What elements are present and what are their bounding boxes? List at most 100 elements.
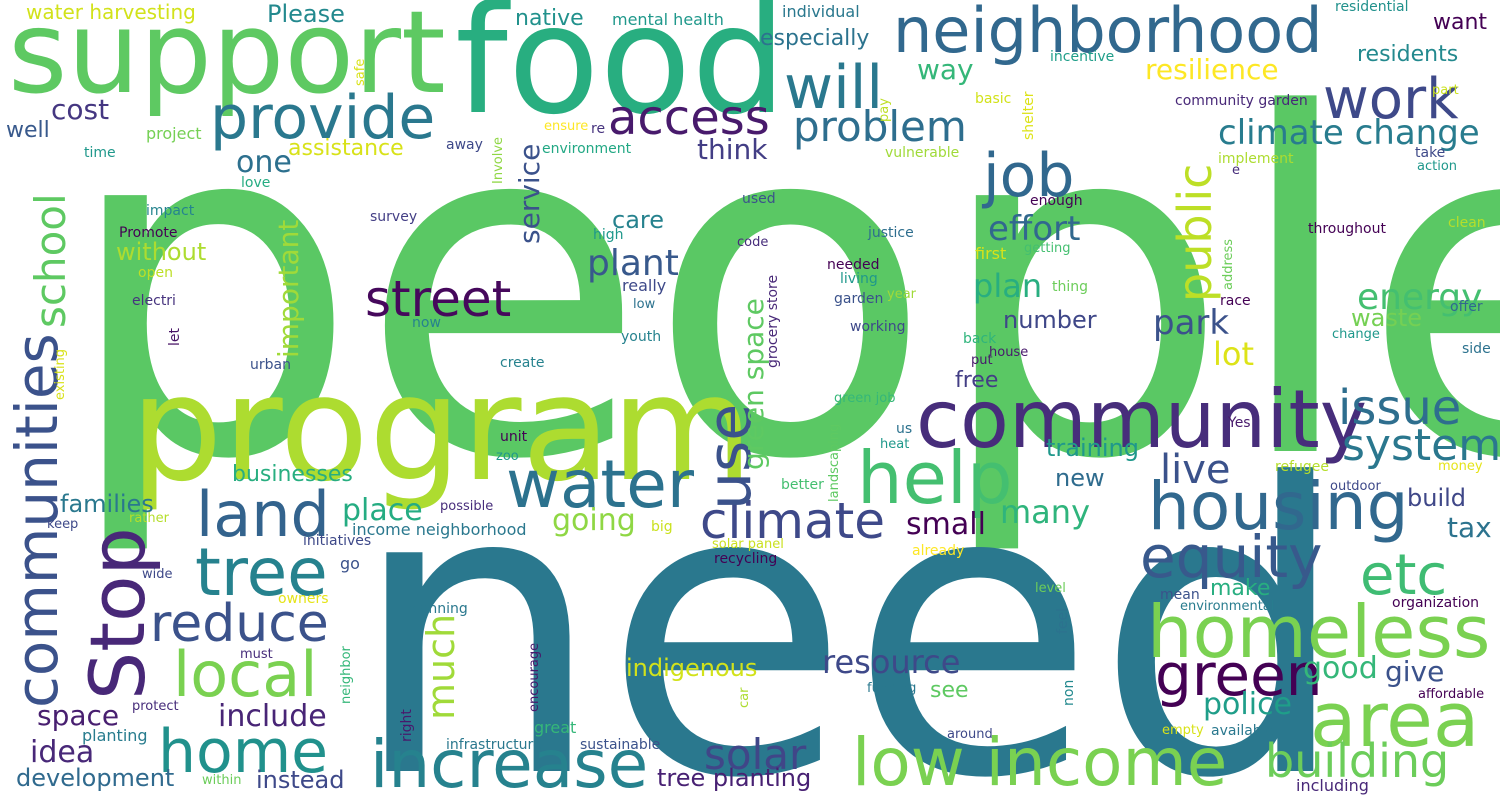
word-homeless: homeless <box>1147 590 1491 674</box>
word-planting: planting <box>82 726 148 745</box>
word-street: street <box>365 270 512 328</box>
word-development: development <box>16 764 175 792</box>
word-incentive: incentive <box>1050 49 1115 65</box>
word-provide: provide <box>210 83 436 153</box>
word-impact: impact <box>146 203 195 219</box>
word-equity: equity <box>1140 523 1323 591</box>
word-possible: possible <box>440 499 494 514</box>
word-environmental: environmental <box>1180 599 1275 614</box>
word-make: make <box>1210 576 1271 601</box>
word-great: great <box>534 718 577 737</box>
word-lot: lot <box>1213 335 1255 373</box>
word-people: people <box>62 18 1500 562</box>
word-grocery-store: grocery store <box>765 274 781 368</box>
word-landscaping: landscaping <box>827 423 842 502</box>
word-planning: planning <box>407 601 468 617</box>
word-climate-change: climate change <box>1218 113 1480 153</box>
word-survey: survey <box>370 209 418 225</box>
word-idea: idea <box>30 735 95 770</box>
word-including: including <box>1296 776 1369 795</box>
word-food: food <box>455 0 787 148</box>
word-live: live <box>1160 447 1231 493</box>
word-water-harvesting: water harvesting <box>26 0 196 24</box>
word-basic: basic <box>975 91 1012 107</box>
word-enough: enough <box>1030 193 1083 209</box>
word-home: home <box>158 717 329 787</box>
word-love: love <box>241 175 271 191</box>
word-effort: effort <box>988 209 1081 249</box>
word-better: better <box>781 477 824 493</box>
word-community-garden: community garden <box>1175 93 1308 109</box>
word-access: access <box>608 90 770 146</box>
word-think: think <box>697 133 768 166</box>
word-see: see <box>930 678 969 703</box>
word-job: job <box>983 141 1075 211</box>
word-assistance: assistance <box>288 136 404 161</box>
word-open: open <box>138 265 173 281</box>
word-resilience: resilience <box>1145 53 1279 86</box>
word-part: part <box>1432 83 1459 98</box>
word-change: change <box>1332 327 1380 342</box>
word-green: green <box>1155 641 1323 709</box>
word-go: go <box>340 554 360 573</box>
word-used: used <box>742 191 776 207</box>
word-car: car <box>737 687 752 708</box>
word-individual: individual <box>782 2 860 21</box>
word-right: right <box>399 709 415 742</box>
word-really: really <box>622 276 667 295</box>
word-keep: keep <box>47 517 79 532</box>
word-one: one <box>236 145 292 180</box>
word-school: school <box>26 193 75 328</box>
word-promote: Promote <box>119 225 178 241</box>
word-low: low <box>633 297 656 312</box>
word-youth: youth <box>621 329 662 345</box>
word-re: re <box>591 121 606 137</box>
word-protect: protect <box>132 699 179 714</box>
word-around: around <box>947 727 993 742</box>
word-service: service <box>513 143 546 244</box>
word-us: us <box>896 421 913 437</box>
word-support: support <box>8 0 446 119</box>
word-high: high <box>593 227 624 243</box>
word-implement: implement <box>1218 151 1294 167</box>
word-action: action <box>1417 159 1458 174</box>
word-vulnerable: vulnerable <box>885 145 960 161</box>
word-going: going <box>552 503 636 538</box>
word-building: building <box>1265 734 1450 788</box>
word-living: living <box>840 271 878 287</box>
word-empty: empty <box>1162 723 1204 738</box>
word-back: back <box>963 331 997 347</box>
word-green-job: green job <box>834 391 896 406</box>
word-without: without <box>116 238 207 266</box>
word-electri: electri <box>132 293 176 309</box>
word-park: park <box>1153 303 1230 343</box>
word-create: create <box>500 355 545 371</box>
word-income-neighborhood: income neighborhood <box>352 520 527 539</box>
word-must: must <box>240 647 273 662</box>
word-solar: solar <box>704 730 807 779</box>
word-tree: tree <box>195 534 328 611</box>
word-issue: issue <box>1338 380 1462 436</box>
word-way: way <box>917 53 974 86</box>
word-many: many <box>1000 493 1090 531</box>
word-unit: unit <box>500 429 528 445</box>
word-garden: garden <box>834 291 884 307</box>
word-let: let <box>167 328 183 346</box>
word-already: already <box>912 543 965 559</box>
word-getting: getting <box>1024 241 1071 256</box>
word-residential: residential <box>1335 0 1409 15</box>
word-housing: housing <box>1148 468 1409 545</box>
word-need: need <box>350 401 1350 800</box>
word-project: project <box>146 124 202 143</box>
word-climate: climate <box>700 492 885 550</box>
word-shelter: shelter <box>1021 91 1037 140</box>
word-year: year <box>887 287 917 302</box>
word-recycling: recycling <box>714 551 778 567</box>
word-put: put <box>971 353 993 368</box>
word-number: number <box>1003 306 1097 334</box>
word-stop: Stop <box>73 527 162 700</box>
word-throughout: throughout <box>1308 221 1386 237</box>
word-money: money <box>1438 459 1483 474</box>
word-small: small <box>906 507 986 542</box>
word-level: level <box>1035 581 1066 596</box>
